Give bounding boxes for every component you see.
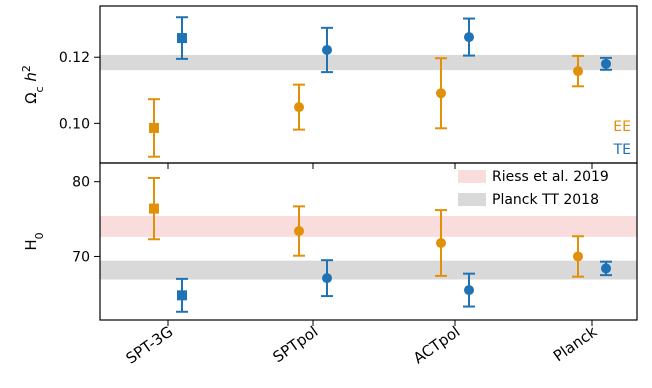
- panel-2: 70 80 H0 Riess et al. 2019 Planck TT 2018: [22, 162, 638, 326]
- legend-swatch-2: [458, 193, 486, 206]
- band-riess-et-al-2019: [100, 215, 637, 237]
- ee-planck-point: [573, 251, 583, 262]
- x-tick-label-actpol: ACTpol: [410, 323, 463, 368]
- x-tick-label-sptpol: SPTpol: [270, 323, 322, 367]
- panel-2-frame: [99, 162, 638, 321]
- legend-ee: EE: [613, 119, 631, 135]
- y-axis-label: H0: [22, 232, 46, 250]
- te-actpol-point: [464, 32, 474, 43]
- ee-actpol-point: [436, 237, 446, 248]
- x-tick-label-spt-3g: SPT-3G: [123, 323, 177, 368]
- te-actpol-point: [464, 285, 474, 296]
- te-sptpol-point: [322, 273, 332, 284]
- ee-spt-3g-point: [149, 122, 159, 133]
- te-spt-3g-point: [177, 290, 187, 301]
- legend-label-1: Riess et al. 2019: [492, 169, 609, 185]
- y-tick-label: 0.10: [59, 116, 90, 132]
- te-sptpol-point: [322, 44, 332, 55]
- y-axis-label: Ωc h2: [20, 65, 46, 104]
- y-tick-label: 70: [72, 249, 90, 265]
- te-planck-point: [601, 263, 611, 274]
- legend-te: TE: [613, 142, 631, 158]
- te-spt-3g-point: [177, 33, 187, 44]
- panel-1-frame: [99, 5, 638, 164]
- legend-swatch-1: [458, 170, 486, 183]
- ee-planck-point: [573, 66, 583, 77]
- legend-label-2: Planck TT 2018: [492, 192, 599, 208]
- panel-1: 0.10 0.12 Ωc h2 EE TE: [20, 5, 638, 169]
- band-planck-tt-2018: [100, 260, 637, 280]
- ee-sptpol-point: [294, 102, 304, 113]
- ee-actpol-point: [436, 88, 446, 99]
- y-tick-label: 0.12: [59, 50, 90, 66]
- ee-sptpol-point: [294, 226, 304, 237]
- y-tick-label: 80: [72, 175, 90, 191]
- band-planck-tt-2018: [100, 54, 637, 71]
- te-planck-point: [601, 58, 611, 69]
- ee-spt-3g-point: [149, 203, 159, 214]
- x-tick-label-planck: Planck: [550, 322, 601, 365]
